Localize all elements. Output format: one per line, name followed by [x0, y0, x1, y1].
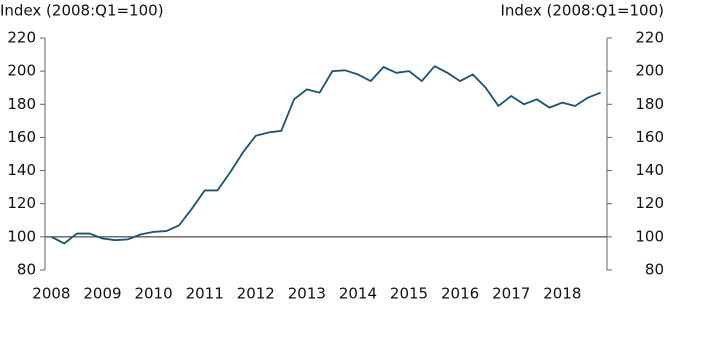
- x-tick-label: 2018: [543, 285, 581, 303]
- y-tick-label: 220: [7, 29, 36, 47]
- x-tick-label: 2009: [83, 285, 121, 303]
- y-tick-label: 120: [7, 194, 36, 212]
- y-tick-label: 180: [7, 95, 36, 113]
- x-tick-label: 2011: [186, 285, 224, 303]
- y-tick-label: 80: [17, 261, 36, 279]
- x-tick-label: 2016: [441, 285, 479, 303]
- y2-tick-label: 100: [635, 227, 664, 245]
- y2-tick-label: 160: [635, 128, 664, 146]
- y2-tick-label: 180: [635, 95, 664, 113]
- y2-tick-label: 80: [645, 261, 664, 279]
- y-tick-label: 100: [7, 227, 36, 245]
- x-tick-label: 2015: [390, 285, 428, 303]
- x-tick-label: 2012: [237, 285, 275, 303]
- x-tick-label: 2014: [339, 285, 377, 303]
- x-tick-label: 2008: [32, 285, 70, 303]
- y2-tick-label: 200: [635, 62, 664, 80]
- y2-tick-label: 120: [635, 194, 664, 212]
- y-tick-label: 140: [7, 161, 36, 179]
- x-tick-label: 2013: [288, 285, 326, 303]
- y-tick-label: 200: [7, 62, 36, 80]
- y-tick-label: 160: [7, 128, 36, 146]
- y2-axis-label: Index (2008:Q1=100): [500, 2, 664, 20]
- x-tick-label: 2017: [492, 285, 530, 303]
- y2-tick-label: 140: [635, 161, 664, 179]
- y2-tick-label: 220: [635, 29, 664, 47]
- y-axis-label: Index (2008:Q1=100): [0, 2, 164, 20]
- x-tick-label: 2010: [134, 285, 172, 303]
- line-series: [50, 65, 601, 245]
